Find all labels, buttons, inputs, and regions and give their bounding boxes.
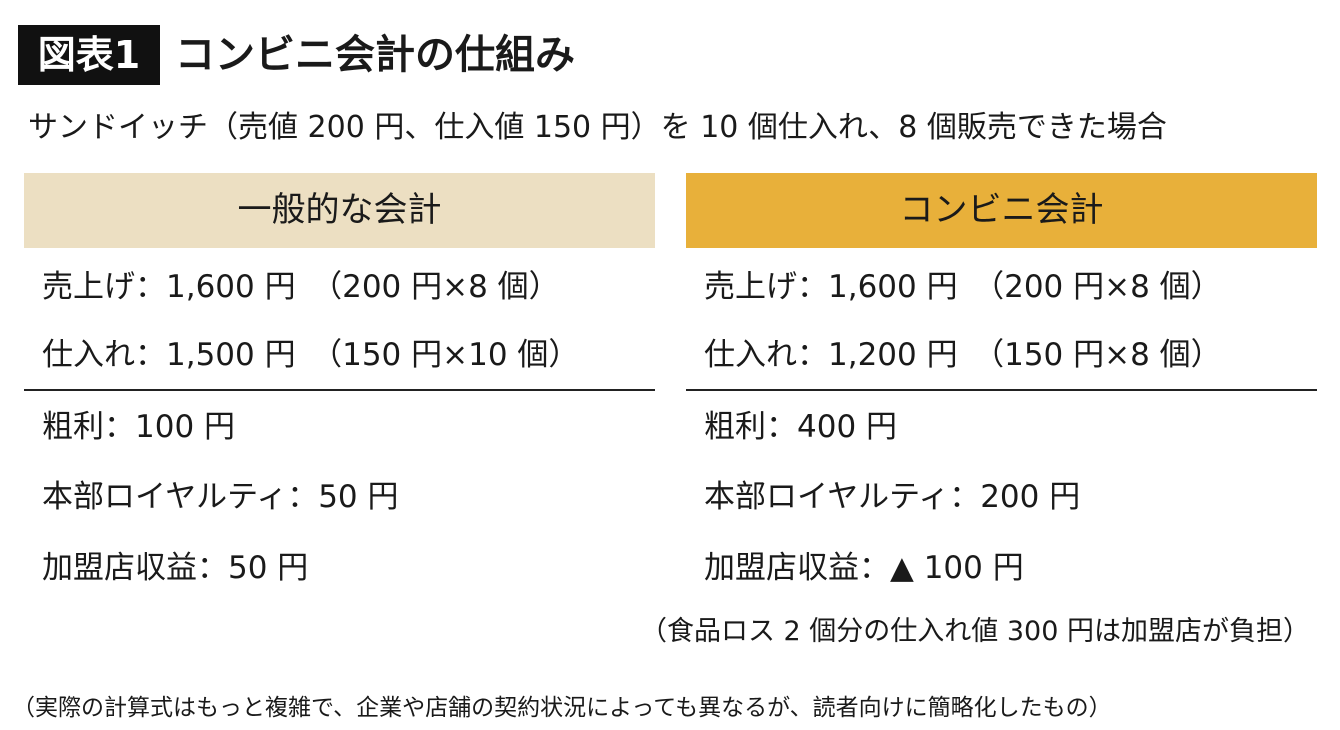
column-heading: コンビニ会計 [686, 173, 1317, 248]
divider [24, 389, 655, 391]
result: 粗利：400 円 [704, 409, 898, 445]
result: 加盟店収益：▲ 100 円 [704, 550, 1024, 586]
result: 本部ロイヤルティ：50 円 [42, 479, 399, 515]
result: 粗利：100 円 [42, 409, 236, 445]
title: コンビニ会計の仕組み [175, 32, 575, 78]
row: 仕入れ：1,200 円 （150 円×8 個） [704, 337, 1222, 373]
badge: 図表1 [18, 25, 160, 85]
divider [686, 389, 1317, 391]
row: 仕入れ：1,500 円 （150 円×10 個） [42, 337, 580, 373]
column-heading: 一般的な会計 [24, 173, 655, 248]
footnote: （実際の計算式はもっと複雑で、企業や店舗の契約状況によっても異なるが、読者向けに… [12, 695, 1112, 721]
row: 売上げ：1,600 円 （200 円×8 個） [704, 269, 1222, 305]
result: 本部ロイヤルティ：200 円 [704, 479, 1081, 515]
row: 売上げ：1,600 円 （200 円×8 個） [42, 269, 560, 305]
result: 加盟店収益：50 円 [42, 550, 309, 586]
note: （食品ロス 2 個分の仕入れ値 300 円は加盟店が負担） [639, 616, 1310, 647]
subtitle: サンドイッチ（売値 200 円、仕入値 150 円）を 10 個仕入れ、8 個販… [28, 110, 1167, 145]
